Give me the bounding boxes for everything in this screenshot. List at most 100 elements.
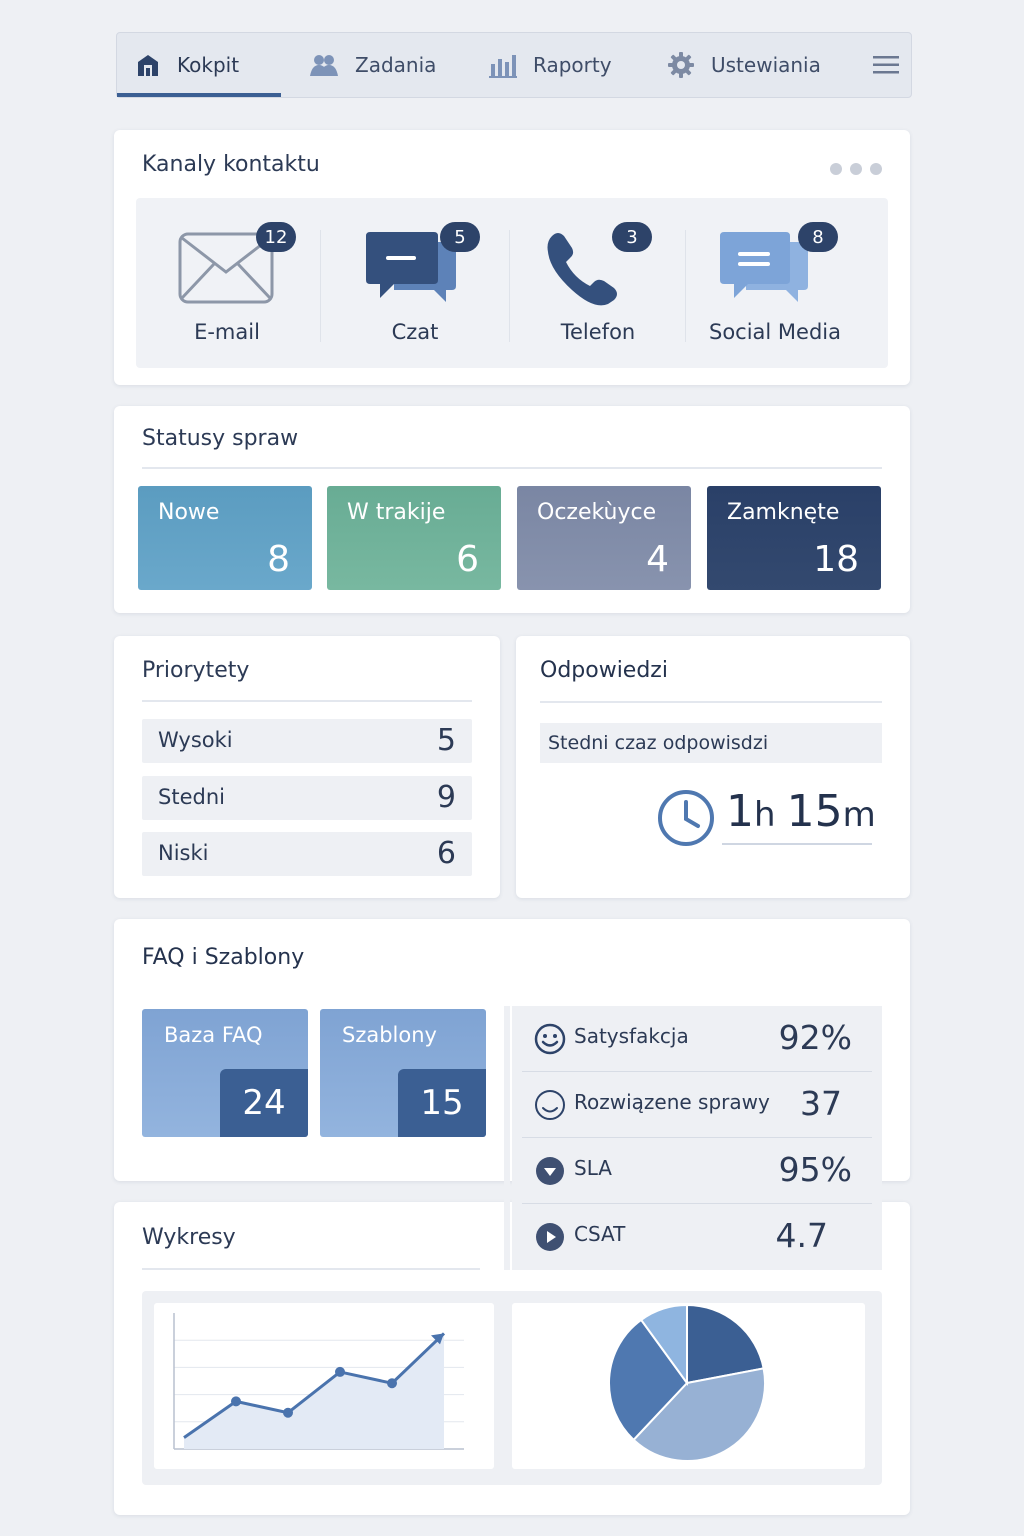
line-chart-container[interactable] xyxy=(154,1303,494,1469)
status-label: Oczekùyce xyxy=(537,500,657,525)
top-navigation: Kokpit Zadania Raporty xyxy=(116,32,912,98)
pie-slice xyxy=(686,1303,765,1385)
priority-row-low[interactable]: Niski 6 xyxy=(142,832,472,876)
channels-title: Kanaly kontaktu xyxy=(142,152,320,177)
pie-chart-container[interactable] xyxy=(512,1303,865,1469)
hamburger-menu-icon[interactable] xyxy=(873,55,899,75)
pie-chart xyxy=(608,1303,766,1462)
home-icon xyxy=(138,55,158,76)
faq-tile-count: 15 xyxy=(398,1069,486,1137)
nav-tab-label: Kokpit xyxy=(177,53,240,77)
active-tab-indicator xyxy=(117,93,281,97)
faq-base-tile[interactable]: Baza FAQ 24 xyxy=(142,1009,308,1137)
response-time-value: 1h 15m xyxy=(726,786,876,837)
data-point xyxy=(387,1378,397,1389)
play-circle-icon xyxy=(536,1157,564,1185)
envelope-icon xyxy=(178,232,274,304)
users-icon xyxy=(310,55,338,76)
channel-label: Czat xyxy=(391,320,439,344)
phone-icon xyxy=(547,233,617,306)
templates-tile[interactable]: Szablony 15 xyxy=(320,1009,486,1137)
priority-row-high[interactable]: Wysoki 5 xyxy=(142,719,472,763)
status-tile-new[interactable]: Nowe 8 xyxy=(138,486,312,590)
faq-tile-count: 24 xyxy=(220,1069,308,1137)
channel-social-media[interactable]: 8 Social Media xyxy=(686,198,864,368)
play-circle-icon xyxy=(536,1223,564,1251)
channel-phone[interactable]: 3 Telefon xyxy=(510,198,686,368)
data-point xyxy=(283,1407,293,1418)
priority-label: Niski xyxy=(158,841,209,865)
response-hours: 1 xyxy=(726,786,754,837)
response-minutes-unit: m xyxy=(842,795,876,835)
nav-tab-zadania[interactable]: Zadania xyxy=(309,33,436,97)
status-tile-closed[interactable]: Zamknęte 18 xyxy=(707,486,881,590)
divider xyxy=(142,700,472,702)
line-series-area xyxy=(184,1333,444,1449)
faq-tile-label: Baza FAQ xyxy=(164,1023,263,1047)
status-count: 8 xyxy=(267,539,290,580)
response-time-label-bar: Stedni czaz odpowisdzi xyxy=(540,723,882,763)
status-tile-pending[interactable]: Oczekùyce 4 xyxy=(517,486,691,590)
nav-tab-label: Ustewiania xyxy=(711,53,821,77)
responses-card xyxy=(516,636,910,898)
metric-value: 95% xyxy=(778,1150,852,1189)
chat-bubble-icon xyxy=(366,232,456,302)
statuses-title: Statusy spraw xyxy=(142,426,299,451)
divider xyxy=(142,1268,480,1270)
metric-row-csat[interactable]: CSAT 4.7 xyxy=(522,1204,872,1270)
bar-chart-icon xyxy=(489,55,517,78)
more-options-icon[interactable] xyxy=(822,160,882,179)
status-label: W trakije xyxy=(347,500,446,525)
metric-row-sla[interactable]: SLA 95% xyxy=(522,1138,872,1204)
smiley-icon xyxy=(534,1023,566,1055)
metric-row-resolved[interactable]: Rozwiązene sprawy 37 xyxy=(522,1072,872,1138)
metric-label: CSAT xyxy=(574,1222,626,1246)
metric-row-satisfaction[interactable]: Satysfakcja 92% xyxy=(522,1006,872,1072)
priority-label: Wysoki xyxy=(158,728,233,752)
response-time-label: Stedni czaz odpowisdzi xyxy=(548,732,769,754)
pie-slice xyxy=(639,1303,688,1387)
priority-row-medium[interactable]: Stedni 9 xyxy=(142,776,472,820)
nav-tab-label: Raporty xyxy=(533,53,612,77)
priority-count: 9 xyxy=(436,780,456,815)
channels-panel: 12 E-mail 5 Czat 3 Telefon 8 Social Medi… xyxy=(136,198,888,368)
channel-count-badge: 5 xyxy=(440,222,480,252)
line-chart xyxy=(173,1313,464,1450)
metric-value: 92% xyxy=(778,1018,852,1057)
data-point xyxy=(335,1366,345,1377)
divider xyxy=(522,1137,872,1138)
response-minutes: 15 xyxy=(786,786,843,837)
social-chat-icon xyxy=(720,232,808,302)
nav-tab-label: Zadania xyxy=(355,53,437,77)
data-point xyxy=(231,1396,241,1407)
priority-label: Stedni xyxy=(158,785,225,809)
clock-icon xyxy=(658,790,714,846)
priority-count: 5 xyxy=(436,723,456,758)
smile-circle-icon xyxy=(535,1090,565,1120)
nav-tab-kokpit[interactable]: Kokpit xyxy=(135,33,239,97)
nav-tab-ustewiania[interactable]: Ustewiania xyxy=(667,33,821,97)
divider xyxy=(504,1006,510,1270)
divider xyxy=(509,230,510,342)
channel-chat[interactable]: 5 Czat xyxy=(322,198,508,368)
gear-icon xyxy=(668,52,694,78)
metrics-panel: Satysfakcja 92% Rozwiązene sprawy 37 SLA… xyxy=(512,1006,882,1270)
divider xyxy=(540,701,882,703)
divider xyxy=(522,1203,872,1204)
metric-value: 4.7 xyxy=(775,1216,828,1255)
priority-count: 6 xyxy=(436,836,456,871)
divider xyxy=(320,230,321,342)
channel-count-badge: 8 xyxy=(798,222,838,252)
status-tile-in-progress[interactable]: W trakije 6 xyxy=(327,486,501,590)
charts-title: Wykresy xyxy=(142,1225,236,1250)
priorities-title: Priorytety xyxy=(142,658,250,683)
nav-tab-raporty[interactable]: Raporty xyxy=(489,33,612,97)
channel-label: Telefon xyxy=(560,320,636,344)
status-label: Zamknęte xyxy=(727,500,840,525)
status-count: 4 xyxy=(646,539,669,580)
pie-slice xyxy=(632,1367,766,1462)
channel-email[interactable]: 12 E-mail xyxy=(136,198,318,368)
channel-count-badge: 3 xyxy=(612,222,652,252)
divider xyxy=(685,230,686,342)
metric-label: SLA xyxy=(574,1156,612,1180)
